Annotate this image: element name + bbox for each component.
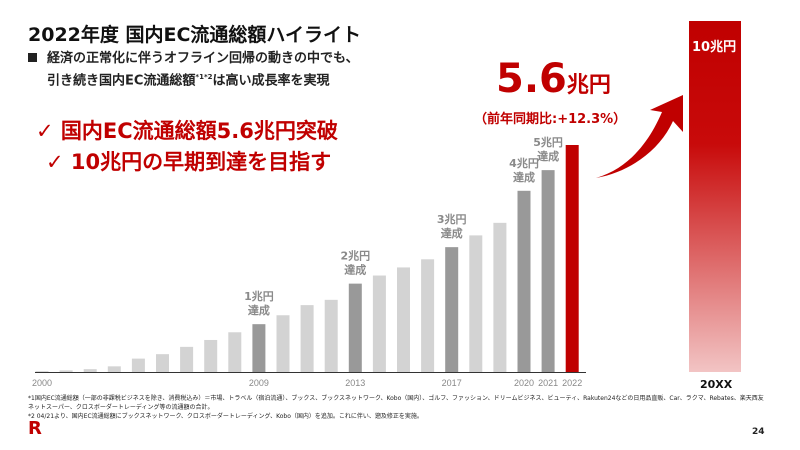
goal-bar: [689, 21, 741, 372]
bar-2010: [276, 315, 290, 372]
summary-bullet: 経済の正常化に伴うオフライン回帰の動きの中でも、 引き続き国内EC流通総額*1*…: [28, 50, 359, 90]
x-tick-label: 2009: [249, 378, 269, 388]
bar-2002: [83, 369, 97, 372]
milestone-label: 達成: [537, 149, 559, 163]
milestone-label: 1兆円: [244, 289, 274, 303]
highlight-number: 5.6: [496, 56, 567, 102]
page-number: 24: [752, 427, 765, 437]
bar-2017: [445, 247, 459, 372]
x-tick-label: 2021: [538, 378, 558, 388]
milestone-label: 達成: [513, 170, 535, 184]
milestone-label: 4兆円: [509, 156, 539, 170]
goal-year: 20XX: [700, 378, 733, 391]
bar-2005: [156, 354, 169, 372]
bar-2012: [324, 299, 338, 372]
bar-2019: [493, 222, 507, 372]
x-tick-label: 2022: [562, 378, 582, 388]
page-title: 2022年度 国内EC流通総額ハイライト: [28, 24, 362, 46]
highlight-value: 5.6兆円: [496, 56, 611, 102]
yoy-growth: （前年同期比:+12.3%）: [474, 112, 627, 127]
footnote-ref: *1*2: [195, 73, 213, 81]
bullet-line-2: 引き続き国内EC流通総額: [47, 73, 196, 89]
check-item-5-6: ✓ 国内EC流通総額5.6兆円突破: [36, 119, 338, 143]
bar-2022: [565, 145, 579, 372]
bar-2003: [107, 366, 121, 372]
x-tick-label: 2020: [514, 378, 534, 388]
bar-2020: [517, 190, 531, 372]
bar-2009: [252, 324, 266, 372]
milestone-label: 達成: [248, 303, 270, 317]
bar-2013: [348, 283, 362, 372]
bar-2015: [397, 267, 410, 372]
footnotes: *1国内EC流通総額（一部の非課税ビジネスを除き、消費税込み）＝市場、トラベル（…: [28, 394, 768, 421]
check-item-10: ✓ 10兆円の早期到達を目指す: [46, 150, 332, 174]
footnote-1: *1国内EC流通総額（一部の非課税ビジネスを除き、消費税込み）＝市場、トラベル（…: [28, 395, 764, 411]
bullet-line-2-end: は高い成長率を実現: [212, 73, 330, 89]
milestone-label: 5兆円: [533, 135, 563, 149]
bar-2011: [300, 305, 314, 372]
goal-label: 10兆円: [692, 40, 737, 55]
bar-2006: [180, 346, 194, 372]
bar-2001: [59, 370, 73, 372]
bar-2018: [469, 235, 483, 372]
footnote-2: *2 04/21より、国内EC流通総額にブックスネットワーク、クロスボーダートレ…: [28, 413, 423, 420]
milestone-label: 3兆円: [437, 212, 467, 226]
bullet-square-icon: [28, 53, 37, 62]
milestone-label: 2兆円: [340, 249, 370, 263]
growth-arrow-icon: [596, 95, 683, 178]
bar-2007: [204, 339, 218, 372]
milestone-label: 達成: [441, 226, 463, 240]
bar-2021: [541, 170, 555, 372]
rakuten-logo: R: [28, 418, 42, 439]
highlight-unit: 兆円: [566, 73, 611, 98]
x-tick-label: 2017: [442, 378, 462, 388]
bar-2014: [372, 275, 386, 372]
bullet-line-1: 経済の正常化に伴うオフライン回帰の動きの中でも、: [47, 51, 359, 66]
bar-2008: [228, 332, 242, 372]
bar-2000: [35, 371, 49, 372]
x-tick-label: 2013: [345, 378, 365, 388]
x-tick-label: 2000: [32, 378, 52, 388]
bar-2016: [421, 259, 435, 372]
bar-2004: [131, 358, 145, 372]
milestone-label: 達成: [344, 263, 366, 277]
